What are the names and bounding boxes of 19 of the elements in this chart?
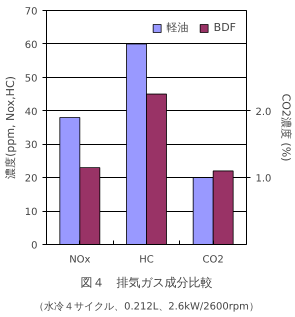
y2-tick-label: 1.0	[256, 174, 272, 185]
y2-axis-title: CO2濃度 (%)	[279, 94, 292, 162]
y-tick-label: 40	[24, 106, 38, 118]
y-tick-label: 70	[24, 6, 38, 18]
y2-tick-label: 2.0	[256, 106, 272, 118]
legend-label: 軽油	[166, 20, 189, 35]
y-tick-label: 20	[24, 174, 38, 185]
y-tick-label: 60	[24, 40, 38, 51]
text: （水冷４サイクル、0.212L、2.6kW/2600rpm）	[34, 300, 259, 312]
y-axis-title: 濃度(ppm, Nox,HC)	[4, 76, 17, 179]
y-tick-label: 50	[24, 73, 38, 84]
y-tick-label: 10	[24, 207, 38, 218]
y-tick-label: 0	[31, 240, 38, 252]
x-tick-label: HC	[139, 254, 154, 266]
text: 図４ 排気ガス成分比較	[80, 276, 212, 290]
x-tick-label: NOx	[69, 254, 91, 266]
legend-label: BDF	[214, 21, 236, 34]
y-tick-label: 30	[24, 140, 38, 152]
x-tick-label: CO2	[202, 254, 224, 266]
